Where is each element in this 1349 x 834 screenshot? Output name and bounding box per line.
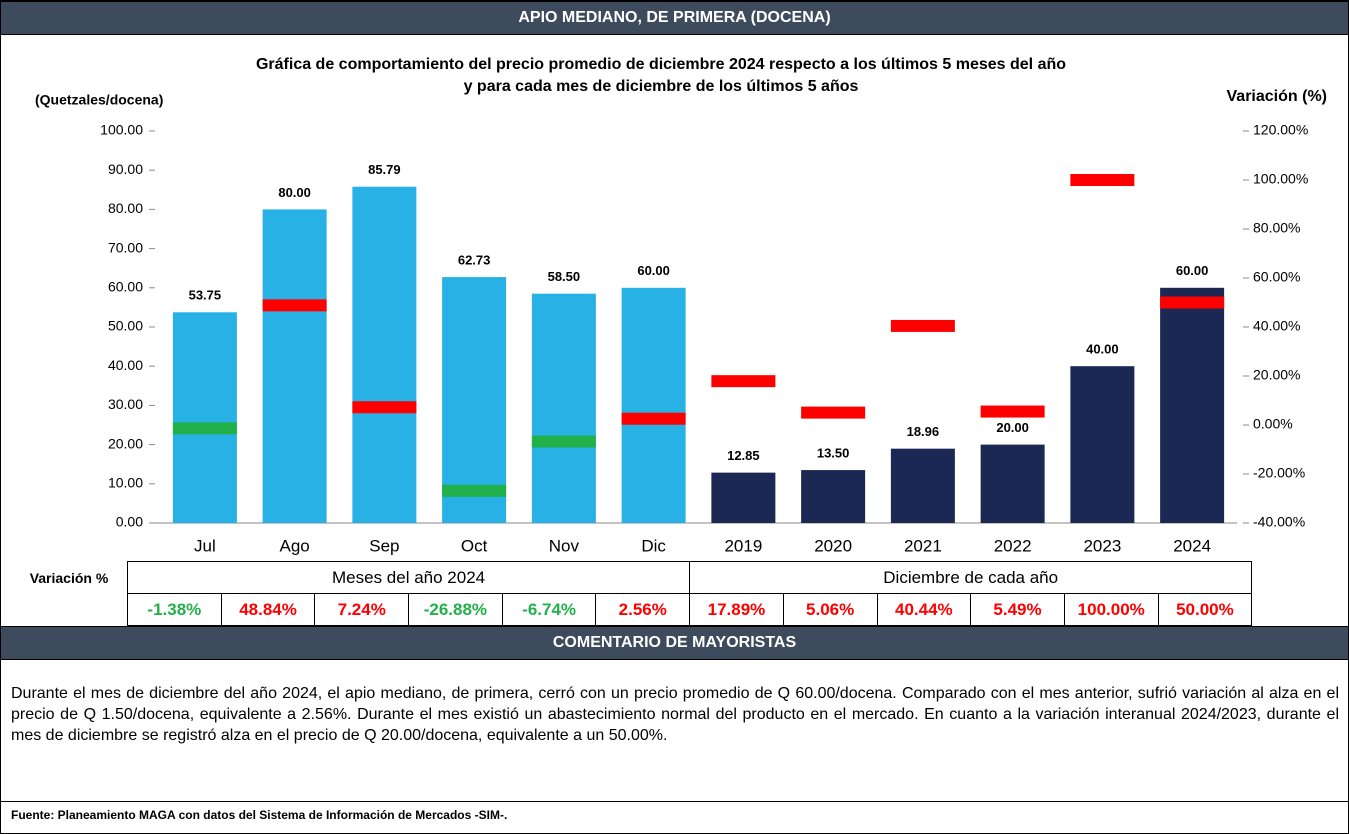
x-tick-label: 2023 xyxy=(1083,536,1121,555)
variation-cell: -26.88% xyxy=(408,593,503,626)
y2-axis-label: Variación (%) xyxy=(1227,88,1327,105)
page-header: APIO MEDIANO, DE PRIMERA (DOCENA) xyxy=(1,1,1348,35)
y-tick-label: 70.00 xyxy=(108,239,143,255)
y-tick-label: 80.00 xyxy=(108,200,143,216)
variation-marker xyxy=(980,405,1045,418)
variation-table: Variación % Meses del año 2024 Diciembre… xyxy=(11,561,1253,626)
y-tick-label: 60.00 xyxy=(108,279,143,295)
variation-marker xyxy=(621,412,686,425)
variation-marker xyxy=(352,401,417,414)
data-label: 85.79 xyxy=(368,162,401,177)
x-tick-label: 2024 xyxy=(1173,536,1211,555)
comment-header: COMENTARIO DE MAYORISTAS xyxy=(1,626,1348,660)
variation-marker xyxy=(442,484,507,497)
table-row: Variación % Meses del año 2024 Diciembre… xyxy=(11,561,1253,594)
y-tick-label: 0.00 xyxy=(116,514,143,530)
y-tick-label: 20.00 xyxy=(108,435,143,451)
x-tick-label: Nov xyxy=(549,536,580,555)
variation-cell: 100.00% xyxy=(1063,593,1159,626)
bar xyxy=(890,448,955,523)
x-tick-label: 2019 xyxy=(724,536,762,555)
variation-cell: 17.89% xyxy=(689,593,784,626)
x-tick-label: Ago xyxy=(280,536,310,555)
variation-cell: 48.84% xyxy=(220,593,316,626)
table-row: -1.38% 48.84% 7.24% -26.88% -6.74% 2.56% 17.89… xyxy=(11,593,1253,626)
x-tick-label: Dic xyxy=(641,536,666,555)
data-label: 12.85 xyxy=(727,448,760,463)
y-tick-label: 10.00 xyxy=(108,475,143,491)
variation-marker xyxy=(172,422,237,435)
data-label: 13.50 xyxy=(817,446,850,461)
variation-cell: 2.56% xyxy=(595,593,691,626)
x-tick-label: 2020 xyxy=(814,536,852,555)
data-label: 62.73 xyxy=(458,253,491,268)
bar xyxy=(531,293,596,523)
y-tick-label: 100.00 xyxy=(100,122,143,138)
chart-title: Gráfica de comportamiento del precio pro… xyxy=(256,56,1066,73)
variation-marker xyxy=(262,299,327,312)
chart-title: y para cada mes de diciembre de los últi… xyxy=(464,78,859,95)
y2-tick-label: 120.00% xyxy=(1253,122,1308,138)
x-tick-label: Sep xyxy=(369,536,399,555)
y-tick-label: 40.00 xyxy=(108,357,143,373)
y-tick-label: 90.00 xyxy=(108,161,143,177)
bar xyxy=(1070,366,1135,523)
data-label: 60.00 xyxy=(1176,263,1209,278)
bar xyxy=(172,312,237,523)
data-label: 60.00 xyxy=(637,263,670,278)
data-label: 53.75 xyxy=(189,288,222,303)
data-label: 20.00 xyxy=(996,420,1029,435)
y-axis-label: (Quetzales/docena) xyxy=(35,92,163,108)
y2-tick-label: 0.00% xyxy=(1253,416,1293,432)
variation-cell: -1.38% xyxy=(127,593,222,626)
x-tick-label: Jul xyxy=(194,536,216,555)
data-label: 40.00 xyxy=(1086,342,1119,357)
data-label: 58.50 xyxy=(548,269,581,284)
y2-tick-label: 80.00% xyxy=(1253,220,1300,236)
bar xyxy=(1160,287,1225,523)
x-tick-label: 2022 xyxy=(994,536,1032,555)
y2-tick-label: 60.00% xyxy=(1253,269,1300,285)
y2-tick-label: 100.00% xyxy=(1253,171,1308,187)
bar xyxy=(801,470,866,523)
bar xyxy=(711,472,776,523)
y-tick-label: 50.00 xyxy=(108,318,143,334)
variation-marker xyxy=(890,319,955,332)
bar xyxy=(352,186,417,524)
variation-cell: 50.00% xyxy=(1157,593,1253,626)
y2-tick-label: 40.00% xyxy=(1253,318,1300,334)
variation-marker xyxy=(711,375,776,388)
variation-marker xyxy=(1160,296,1225,309)
y2-tick-label: -40.00% xyxy=(1253,514,1305,530)
variation-cell: 40.44% xyxy=(876,593,972,626)
data-label: 80.00 xyxy=(278,185,311,200)
variation-cell: 5.06% xyxy=(782,593,878,626)
data-label: 18.96 xyxy=(907,424,940,439)
y2-tick-label: -20.00% xyxy=(1253,465,1305,481)
variation-marker xyxy=(531,435,596,448)
x-tick-label: 2021 xyxy=(904,536,942,555)
group-header: Meses del año 2024 xyxy=(126,561,691,594)
variation-cell: 7.24% xyxy=(314,593,410,626)
bar xyxy=(262,209,327,523)
y-tick-label: 30.00 xyxy=(108,396,143,412)
y2-tick-label: 20.00% xyxy=(1253,367,1300,383)
variation-cell: 5.49% xyxy=(970,593,1065,626)
variation-marker xyxy=(1070,174,1135,186)
bar xyxy=(980,444,1045,523)
table-label: Variación % xyxy=(29,569,109,586)
comment-text: Durante el mes de diciembre del año 2024… xyxy=(11,685,1339,744)
group-header: Diciembre de cada año xyxy=(689,561,1253,594)
bar xyxy=(621,287,686,523)
variation-cell: -6.74% xyxy=(501,593,597,626)
chart: Gráfica de comportamiento del precio pro… xyxy=(35,56,1327,555)
variation-marker xyxy=(801,406,866,419)
source-note: Fuente: Planeamiento MAGA con datos del … xyxy=(1,801,1348,828)
x-tick-label: Oct xyxy=(461,536,488,555)
bar xyxy=(442,277,507,523)
